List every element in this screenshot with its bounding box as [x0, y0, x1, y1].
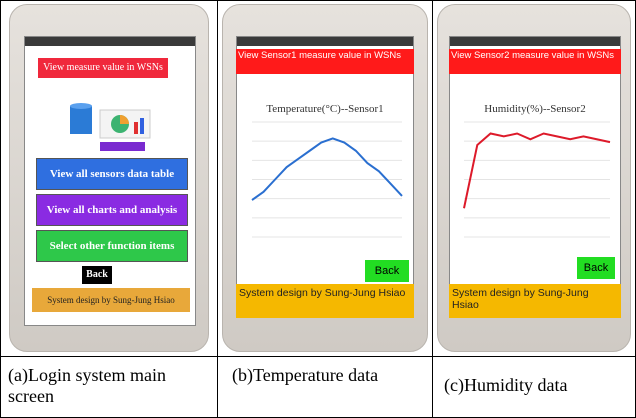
menu-button[interactable]: View all charts and analysis [36, 194, 188, 226]
chart: Humidity(%)--Sensor2 [452, 92, 618, 257]
base-icon [100, 142, 145, 151]
footer: System design by Sung-Jung Hsiao [236, 284, 414, 318]
database-icon [70, 103, 92, 109]
chart-title: Humidity(%)--Sensor2 [484, 103, 585, 115]
header: View Sensor1 measure value in WSNs [236, 49, 414, 74]
footer: System design by Sung-Jung Hsiao [32, 288, 190, 312]
table-border [0, 0, 636, 1]
bar-icon [140, 118, 144, 134]
menu-button[interactable]: Select other function items [36, 230, 188, 262]
figure: View measure value in WSNs View all sens… [0, 0, 636, 418]
header: View Sensor2 measure value in WSNs [449, 49, 621, 74]
footer: System design by Sung-Jung Hsiao [449, 284, 621, 318]
header: View measure value in WSNs [38, 58, 168, 78]
back-button[interactable]: Back [577, 257, 615, 279]
illustration [60, 100, 170, 155]
data-line [464, 134, 610, 209]
caption: (c)Humidity data [444, 375, 634, 396]
chart: Temperature(°C)--Sensor1 [240, 92, 410, 257]
caption: (b)Temperature data [232, 365, 422, 386]
back-button[interactable]: Back [82, 266, 112, 284]
chart-title: Temperature(°C)--Sensor1 [266, 103, 383, 115]
database-icon [70, 106, 92, 134]
data-line [252, 138, 402, 200]
table-border [0, 356, 636, 357]
menu-button[interactable]: View all sensors data table [36, 158, 188, 190]
status-bar [25, 37, 195, 46]
status-bar [450, 37, 620, 46]
bar-icon [134, 122, 138, 134]
back-button[interactable]: Back [365, 260, 409, 282]
caption: (a)Login system main screen [8, 365, 208, 407]
status-bar [237, 37, 413, 46]
